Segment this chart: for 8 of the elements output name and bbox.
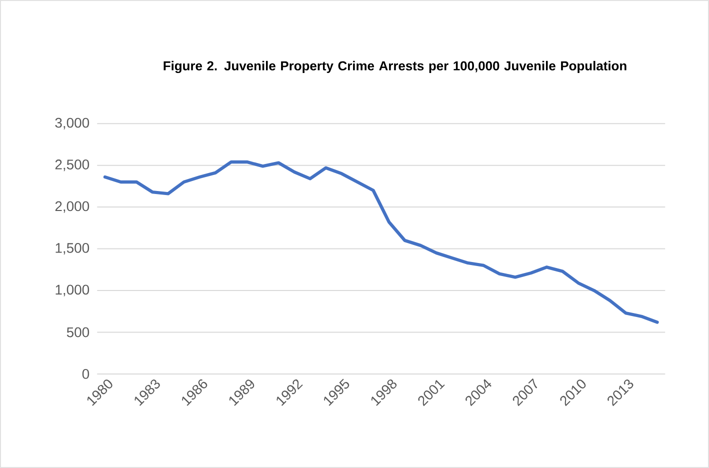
y-tick-label: 3,000 [55,118,90,130]
y-tick-label: 1,500 [56,243,90,255]
y-tick-label: 2,000 [55,201,90,213]
y-tick-label: 500 [66,327,90,338]
y-tick-label: 2,500 [55,160,90,172]
y-tick-label: 1,000 [56,284,90,296]
chart-title: Figure 2. Juvenile Property Crime Arrests per 100,000 Juvenile Population [164,60,626,74]
y-tick-label: 0 [82,369,90,379]
